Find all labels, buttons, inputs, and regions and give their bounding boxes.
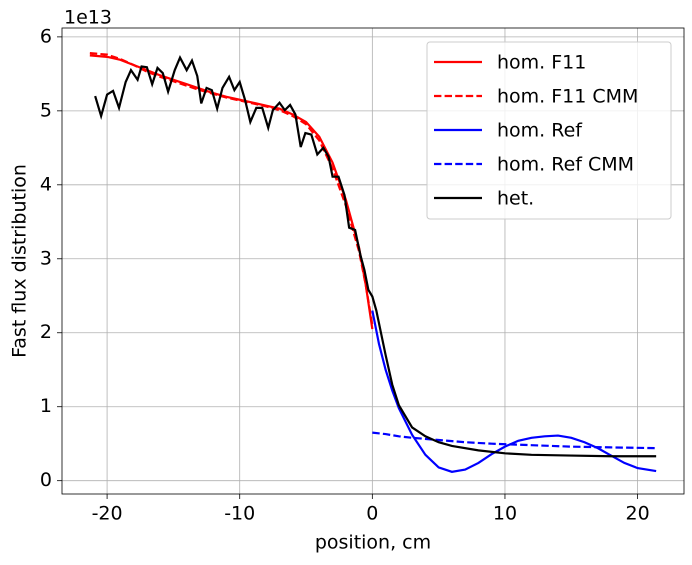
x-axis-label: position, cm [315, 532, 431, 554]
y-tick-label: 5 [40, 99, 52, 121]
y-tick-label: 2 [40, 321, 52, 343]
y-tick-label: 1 [40, 395, 52, 417]
x-tick-label: 20 [625, 503, 649, 525]
y-tick-label: 0 [40, 469, 52, 491]
x-tick-label: -20 [92, 503, 123, 525]
legend: hom. F11 hom. F11 CMM hom. Ref hom. Ref CMM… [426, 41, 672, 220]
y-tick-label: 6 [40, 25, 52, 47]
series-line [372, 431, 657, 450]
y-tick-label: 3 [40, 247, 52, 269]
offset-text: 1e13 [64, 7, 112, 29]
x-tick-label: 0 [366, 503, 378, 525]
y-axis-label: Fast flux distribution [9, 164, 31, 358]
legend-label: hom. F11 [497, 52, 586, 74]
x-tick-label: -10 [224, 503, 255, 525]
y-tick-label: 4 [40, 173, 52, 195]
legend-box [426, 41, 672, 220]
legend-label: hom. Ref [497, 120, 583, 142]
series-line [94, 55, 657, 458]
plot-frame [61, 27, 685, 495]
legend-label: het. [497, 188, 534, 210]
series-line [89, 52, 374, 326]
legend-label: hom. Ref CMM [497, 154, 634, 176]
legend-label: hom. F11 CMM [497, 86, 638, 108]
x-tick-label: 10 [493, 503, 517, 525]
series-line [371, 310, 657, 473]
series-line [89, 54, 374, 330]
